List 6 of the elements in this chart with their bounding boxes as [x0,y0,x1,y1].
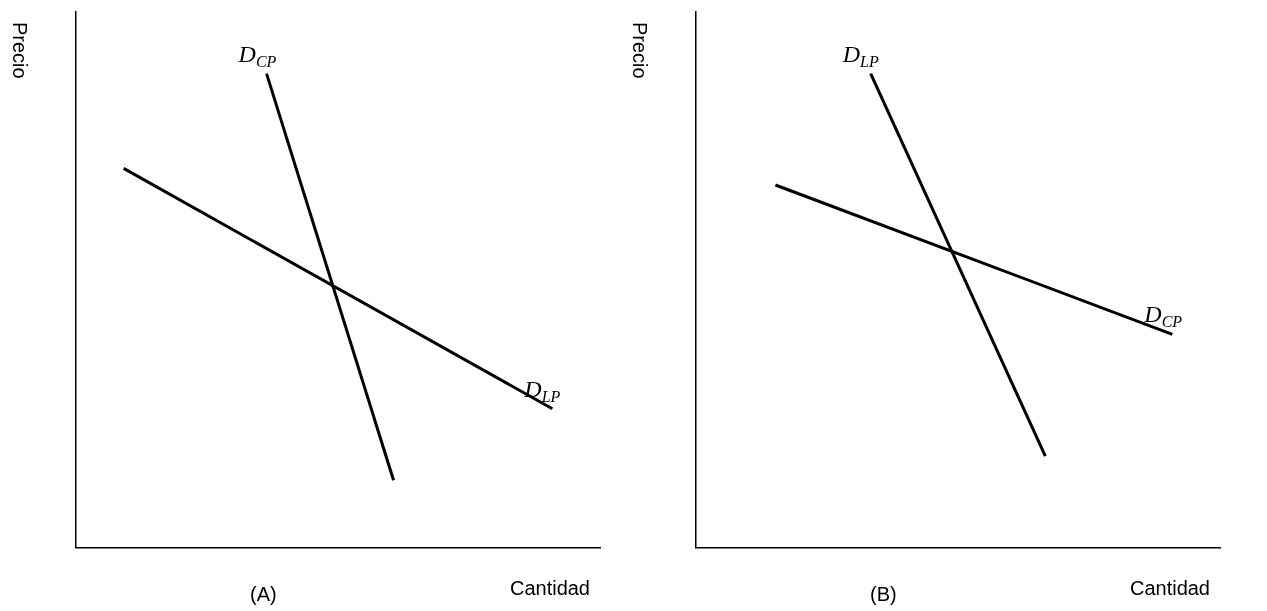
x-axis-title: Cantidad [509,577,590,600]
x-axis-title: Cantidad [1129,577,1210,600]
y-axis-title: Precio [628,22,651,79]
text: (B) [870,583,897,606]
text: (A) [250,583,277,606]
y-axis-title: Precio [8,22,31,79]
